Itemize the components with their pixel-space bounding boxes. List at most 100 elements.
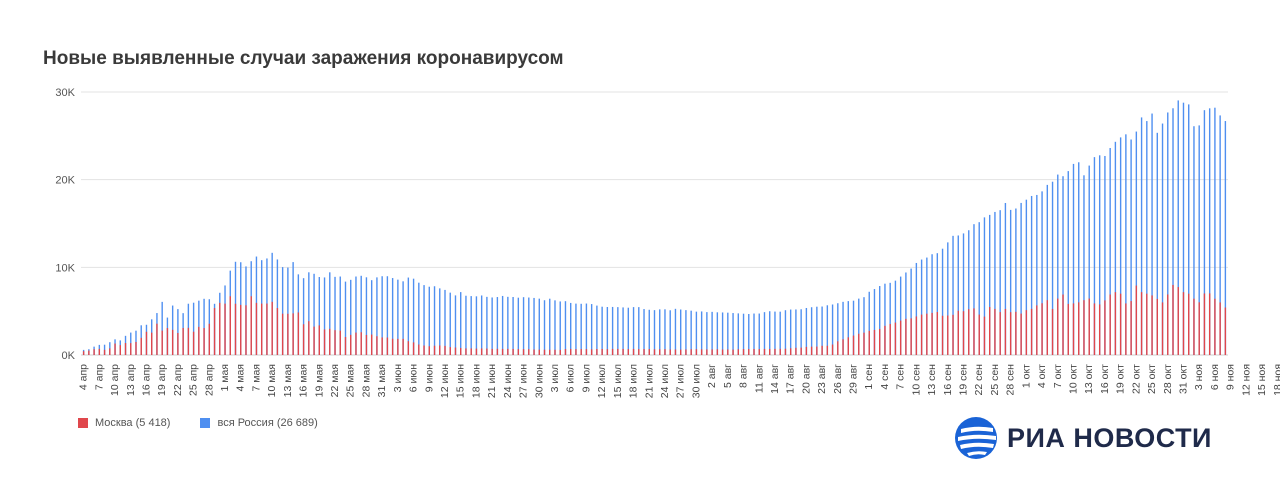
bar-moscow[interactable]	[386, 337, 389, 355]
bar-russia[interactable]	[370, 280, 373, 355]
bar-russia[interactable]	[753, 313, 755, 355]
bar-moscow[interactable]	[1067, 303, 1069, 355]
bar-moscow[interactable]	[391, 338, 394, 355]
bar-moscow[interactable]	[287, 313, 289, 355]
bar-russia[interactable]	[1135, 131, 1138, 355]
bar-russia[interactable]	[1020, 202, 1022, 355]
bar-russia[interactable]	[606, 307, 609, 355]
bar-moscow[interactable]	[601, 348, 603, 355]
bar-russia[interactable]	[575, 303, 577, 355]
bar-moscow[interactable]	[1119, 293, 1122, 355]
bar-moscow[interactable]	[302, 324, 305, 355]
bar-moscow[interactable]	[1156, 298, 1158, 355]
bar-moscow[interactable]	[475, 348, 478, 355]
bar-russia[interactable]	[664, 309, 666, 355]
bar-moscow[interactable]	[816, 346, 818, 355]
bar-moscow[interactable]	[250, 296, 252, 355]
bar-moscow[interactable]	[486, 348, 488, 355]
bar-moscow[interactable]	[1193, 298, 1195, 355]
bar-russia[interactable]	[407, 277, 410, 355]
bar-moscow[interactable]	[575, 349, 577, 355]
bar-moscow[interactable]	[884, 325, 886, 355]
bar-russia[interactable]	[486, 296, 488, 355]
bar-moscow[interactable]	[93, 349, 95, 355]
bar-russia[interactable]	[1030, 195, 1033, 355]
bar-moscow[interactable]	[821, 345, 823, 355]
bar-moscow[interactable]	[98, 348, 101, 355]
bar-moscow[interactable]	[852, 335, 855, 355]
bar-moscow[interactable]	[1125, 303, 1127, 355]
bar-russia[interactable]	[1041, 191, 1043, 355]
bar-moscow[interactable]	[166, 328, 169, 355]
bar-moscow[interactable]	[805, 346, 808, 355]
bar-moscow[interactable]	[659, 349, 661, 355]
bar-russia[interactable]	[1036, 194, 1038, 355]
bar-russia[interactable]	[402, 281, 404, 355]
bar-moscow[interactable]	[947, 315, 949, 355]
bar-russia[interactable]	[538, 298, 540, 355]
bar-moscow[interactable]	[1004, 308, 1007, 355]
bar-moscow[interactable]	[444, 345, 446, 355]
bar-russia[interactable]	[643, 309, 645, 355]
bar-moscow[interactable]	[491, 348, 493, 355]
bar-russia[interactable]	[962, 233, 965, 355]
bar-moscow[interactable]	[433, 345, 436, 355]
bar-moscow[interactable]	[507, 348, 509, 355]
bar-moscow[interactable]	[533, 349, 535, 355]
bar-moscow[interactable]	[868, 330, 870, 355]
bar-moscow[interactable]	[769, 348, 771, 355]
bar-moscow[interactable]	[355, 332, 357, 355]
bar-russia[interactable]	[501, 295, 504, 355]
bar-russia[interactable]	[465, 295, 467, 355]
bar-russia[interactable]	[936, 253, 939, 355]
bar-moscow[interactable]	[899, 320, 902, 355]
bar-russia[interactable]	[533, 297, 535, 355]
bar-russia[interactable]	[512, 297, 514, 355]
bar-russia[interactable]	[192, 302, 195, 355]
bar-moscow[interactable]	[1072, 303, 1075, 355]
bar-moscow[interactable]	[229, 296, 231, 355]
bar-russia[interactable]	[1093, 157, 1096, 355]
bar-moscow[interactable]	[763, 348, 766, 355]
bar-moscow[interactable]	[1198, 302, 1200, 355]
bar-russia[interactable]	[1146, 121, 1148, 355]
bar-moscow[interactable]	[1167, 294, 1169, 355]
bar-moscow[interactable]	[1109, 294, 1111, 355]
bar-moscow[interactable]	[585, 349, 588, 355]
bar-russia[interactable]	[323, 277, 326, 355]
bar-russia[interactable]	[1161, 123, 1164, 355]
bar-moscow[interactable]	[260, 303, 263, 355]
bar-moscow[interactable]	[240, 304, 242, 355]
bar-moscow[interactable]	[1009, 312, 1012, 355]
bar-russia[interactable]	[177, 309, 179, 355]
bar-moscow[interactable]	[224, 303, 226, 355]
bar-moscow[interactable]	[622, 348, 624, 355]
bar-russia[interactable]	[1198, 125, 1200, 356]
bar-moscow[interactable]	[570, 348, 572, 355]
bar-moscow[interactable]	[1104, 300, 1106, 355]
bar-moscow[interactable]	[952, 314, 954, 355]
bar-russia[interactable]	[899, 276, 902, 355]
bar-russia[interactable]	[386, 276, 389, 355]
bar-russia[interactable]	[1062, 176, 1064, 355]
bar-moscow[interactable]	[564, 349, 567, 355]
bar-russia[interactable]	[381, 276, 383, 355]
bar-russia[interactable]	[852, 300, 855, 355]
bar-moscow[interactable]	[915, 316, 918, 355]
bar-russia[interactable]	[989, 214, 991, 355]
bar-moscow[interactable]	[109, 348, 111, 355]
bar-moscow[interactable]	[863, 332, 865, 355]
bar-russia[interactable]	[800, 309, 802, 355]
bar-moscow[interactable]	[1088, 298, 1090, 355]
bar-russia[interactable]	[968, 230, 970, 355]
bar-moscow[interactable]	[1182, 292, 1185, 355]
bar-russia[interactable]	[308, 272, 310, 355]
bar-moscow[interactable]	[192, 331, 195, 355]
bar-russia[interactable]	[1078, 162, 1080, 355]
bar-russia[interactable]	[543, 300, 546, 355]
bar-moscow[interactable]	[517, 349, 520, 355]
bar-moscow[interactable]	[308, 321, 310, 355]
bar-moscow[interactable]	[664, 349, 666, 355]
bar-moscow[interactable]	[1140, 292, 1143, 355]
bar-moscow[interactable]	[1015, 311, 1017, 355]
